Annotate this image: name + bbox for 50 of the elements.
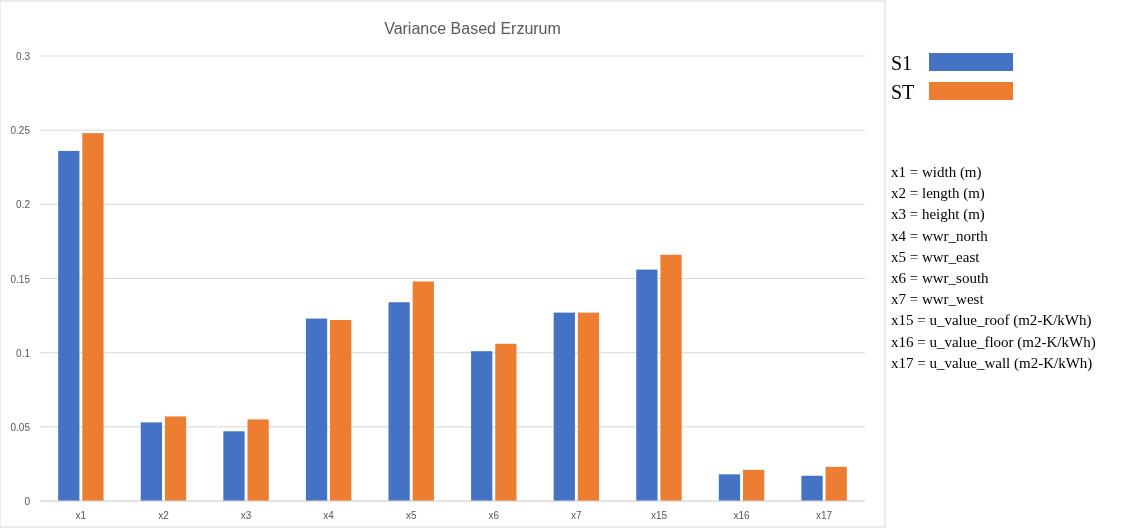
y-tick-label: 0.15: [10, 273, 31, 285]
text: x15 = u_value_roof (m2-K/kWh): [891, 312, 1092, 330]
text: x4 = wwr_north: [891, 227, 989, 244]
x-tick-label: x3: [240, 510, 252, 521]
y-tick-label: 0.3: [16, 51, 31, 62]
chart-title: Variance Based Erzurum: [384, 20, 561, 37]
text: x1 = width (m): [891, 164, 982, 181]
text: x6 = wwr_south: [891, 270, 990, 286]
bar: [660, 254, 682, 501]
x-tick-label: x1: [75, 510, 87, 521]
x-tick-label: x16: [733, 510, 751, 521]
bar: [412, 281, 434, 501]
bar: [388, 302, 410, 501]
y-tick-label: 0.25: [10, 125, 31, 137]
bar: [247, 419, 269, 501]
y-tick-label: 0.05: [10, 421, 31, 433]
legend-label: S1: [891, 52, 913, 74]
bar: [223, 431, 245, 501]
y-tick-label: 0.1: [16, 347, 31, 359]
text: x3 = height (m): [891, 206, 985, 224]
bar: [471, 351, 493, 501]
bar: [801, 475, 823, 501]
x-tick-label: x4: [323, 510, 335, 521]
bar: [305, 318, 328, 501]
bar: [636, 269, 658, 501]
y-tick-label: 0.2: [16, 199, 31, 211]
x-tick-label: x17: [816, 510, 833, 521]
bar: [82, 133, 104, 501]
bar: [164, 416, 187, 501]
text: x7 = wwr_west: [891, 291, 985, 308]
bar: [577, 312, 600, 501]
bar: [553, 312, 575, 501]
x-tick-label: x7: [571, 510, 583, 521]
x-tick-label: x5: [405, 510, 417, 521]
bar: [330, 320, 352, 501]
x-tick-label: x6: [488, 510, 500, 521]
bar: [825, 466, 847, 501]
text: x17 = u_value_wall (m2-K/kWh): [891, 354, 1093, 372]
x-tick-label: x2: [158, 510, 170, 521]
bar: [140, 422, 163, 501]
legend-label: ST: [891, 81, 915, 103]
bar: [742, 469, 765, 501]
bar: [495, 343, 517, 501]
text: x2 = length (m): [891, 185, 985, 203]
bar: [718, 474, 741, 501]
y-tick-label: 0: [24, 496, 31, 507]
bar: [58, 150, 80, 501]
text: x5 = wwr_east: [891, 248, 981, 265]
x-tick-label: x15: [650, 510, 668, 521]
text: x16 = u_value_floor (m2-K/kWh): [891, 333, 1096, 351]
